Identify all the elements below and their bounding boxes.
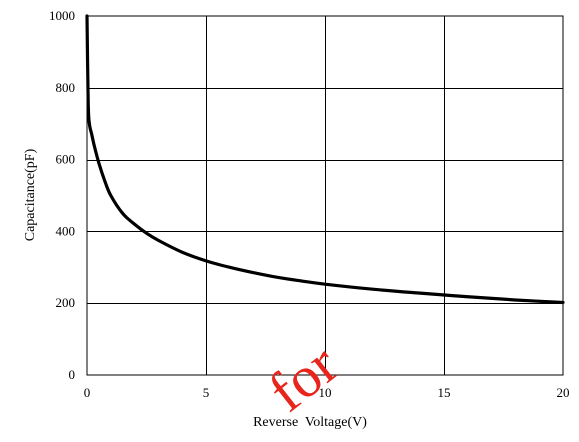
y-tick-label: 0 [69,367,76,382]
x-tick-label: 10 [319,385,332,400]
x-tick-label: 5 [203,385,210,400]
y-tick-label: 800 [56,80,76,95]
y-tick-label: 200 [56,295,76,310]
x-tick-label: 15 [438,385,451,400]
x-axis-title: Reverse Voltage(V) [253,415,367,430]
y-tick-label: 400 [56,223,76,238]
x-tick-label: 20 [557,385,570,400]
plot-area-frame [86,15,564,376]
y-tick-label: 1000 [49,8,75,23]
watermark-text: for [256,331,349,424]
gridlines [87,16,563,375]
y-tick-label: 600 [56,152,76,167]
y-axis-title: Capacitance(pF) [23,148,38,241]
x-tick-label: 0 [84,385,91,400]
capacitance-series-line [85,14,565,305]
series-layer [85,14,565,305]
